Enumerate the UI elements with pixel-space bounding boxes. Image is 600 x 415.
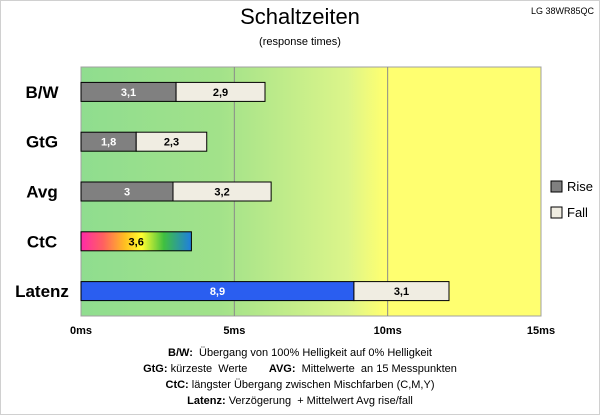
legend-label-fall: Fall bbox=[567, 205, 588, 220]
footer-line-gtg-avg: GtG: kürzeste Werte AVG: Mittelwerte an … bbox=[0, 361, 600, 377]
bar-fall bbox=[353, 281, 450, 302]
x-tick-label: 10ms bbox=[374, 325, 402, 337]
footer-text-latenz: Verzögerung + Mittelwert Avg rise/fall bbox=[225, 395, 413, 407]
footer-line-latenz: Latenz: Verzögerung + Mittelwert Avg ris… bbox=[0, 393, 600, 409]
chart-title: Schaltzeiten bbox=[240, 4, 360, 29]
bar-rise-label: 8,9 bbox=[210, 286, 225, 298]
legend: Rise Fall bbox=[550, 179, 593, 220]
footer-text-avg: Mittelwerte an 15 Messpunkten bbox=[295, 363, 457, 375]
bar-rise-label: 1,8 bbox=[101, 137, 116, 149]
bar-rise-label: 3 bbox=[124, 187, 130, 199]
category-label: Avg bbox=[26, 183, 58, 202]
footer-line-ctc: CtC: längster Übergang zwischen Mischfar… bbox=[0, 377, 600, 393]
bar-fall bbox=[172, 181, 272, 202]
footer-key-avg: AVG: bbox=[268, 363, 296, 375]
footer-text-gtg: kürzeste Werte bbox=[167, 363, 269, 375]
x-tick-label: 5ms bbox=[223, 325, 245, 337]
chart-footer: B/W: Übergang von 100% Helligkeit auf 0%… bbox=[0, 345, 600, 409]
bar-fall bbox=[175, 81, 266, 102]
chart-subtitle: (response times) bbox=[259, 36, 341, 48]
bars-group: 3,1 2,9 1,8 2,3 3 3,2 3,6 8,9 3,1 bbox=[80, 81, 450, 302]
footer-key-ctc: CtC: bbox=[165, 379, 189, 391]
bar-fall-label: 2,3 bbox=[164, 137, 179, 149]
footer-key-bw: B/W: bbox=[168, 347, 193, 359]
bar-rise-label: 3,1 bbox=[121, 87, 136, 99]
legend-swatch-rise bbox=[550, 180, 563, 193]
x-tick-label: 15ms bbox=[527, 325, 555, 337]
footer-text-ctc: längster Übergang zwischen Mischfarben (… bbox=[188, 379, 435, 391]
legend-swatch-fall bbox=[550, 206, 563, 219]
bar-fall-label: 3,1 bbox=[394, 286, 409, 298]
legend-label-rise: Rise bbox=[567, 179, 593, 194]
footer-line-bw: B/W: Übergang von 100% Helligkeit auf 0%… bbox=[0, 345, 600, 361]
category-label: GtG bbox=[26, 133, 58, 152]
x-tick-label: 0ms bbox=[70, 325, 92, 337]
footer-key-gtg: GtG: bbox=[143, 363, 168, 375]
category-label: CtC bbox=[27, 232, 57, 251]
bar-fall bbox=[135, 131, 208, 152]
footer-text-bw: Übergang von 100% Helligkeit auf 0% Hell… bbox=[192, 347, 432, 359]
bar-rise bbox=[80, 231, 192, 252]
category-label: B/W bbox=[25, 83, 59, 102]
bar-fall-label: 2,9 bbox=[213, 87, 228, 99]
footer-key-latenz: Latenz: bbox=[187, 395, 226, 407]
category-label: Latenz bbox=[15, 282, 69, 301]
x-tick-labels: 0ms 5ms 10ms 15ms bbox=[70, 325, 555, 337]
monitor-model: LG 38WR85QC bbox=[530, 6, 594, 16]
category-labels: B/W GtG Avg CtC Latenz bbox=[15, 83, 69, 301]
bar-rise-label: 3,6 bbox=[129, 236, 144, 248]
bar-fall-label: 3,2 bbox=[214, 187, 229, 199]
